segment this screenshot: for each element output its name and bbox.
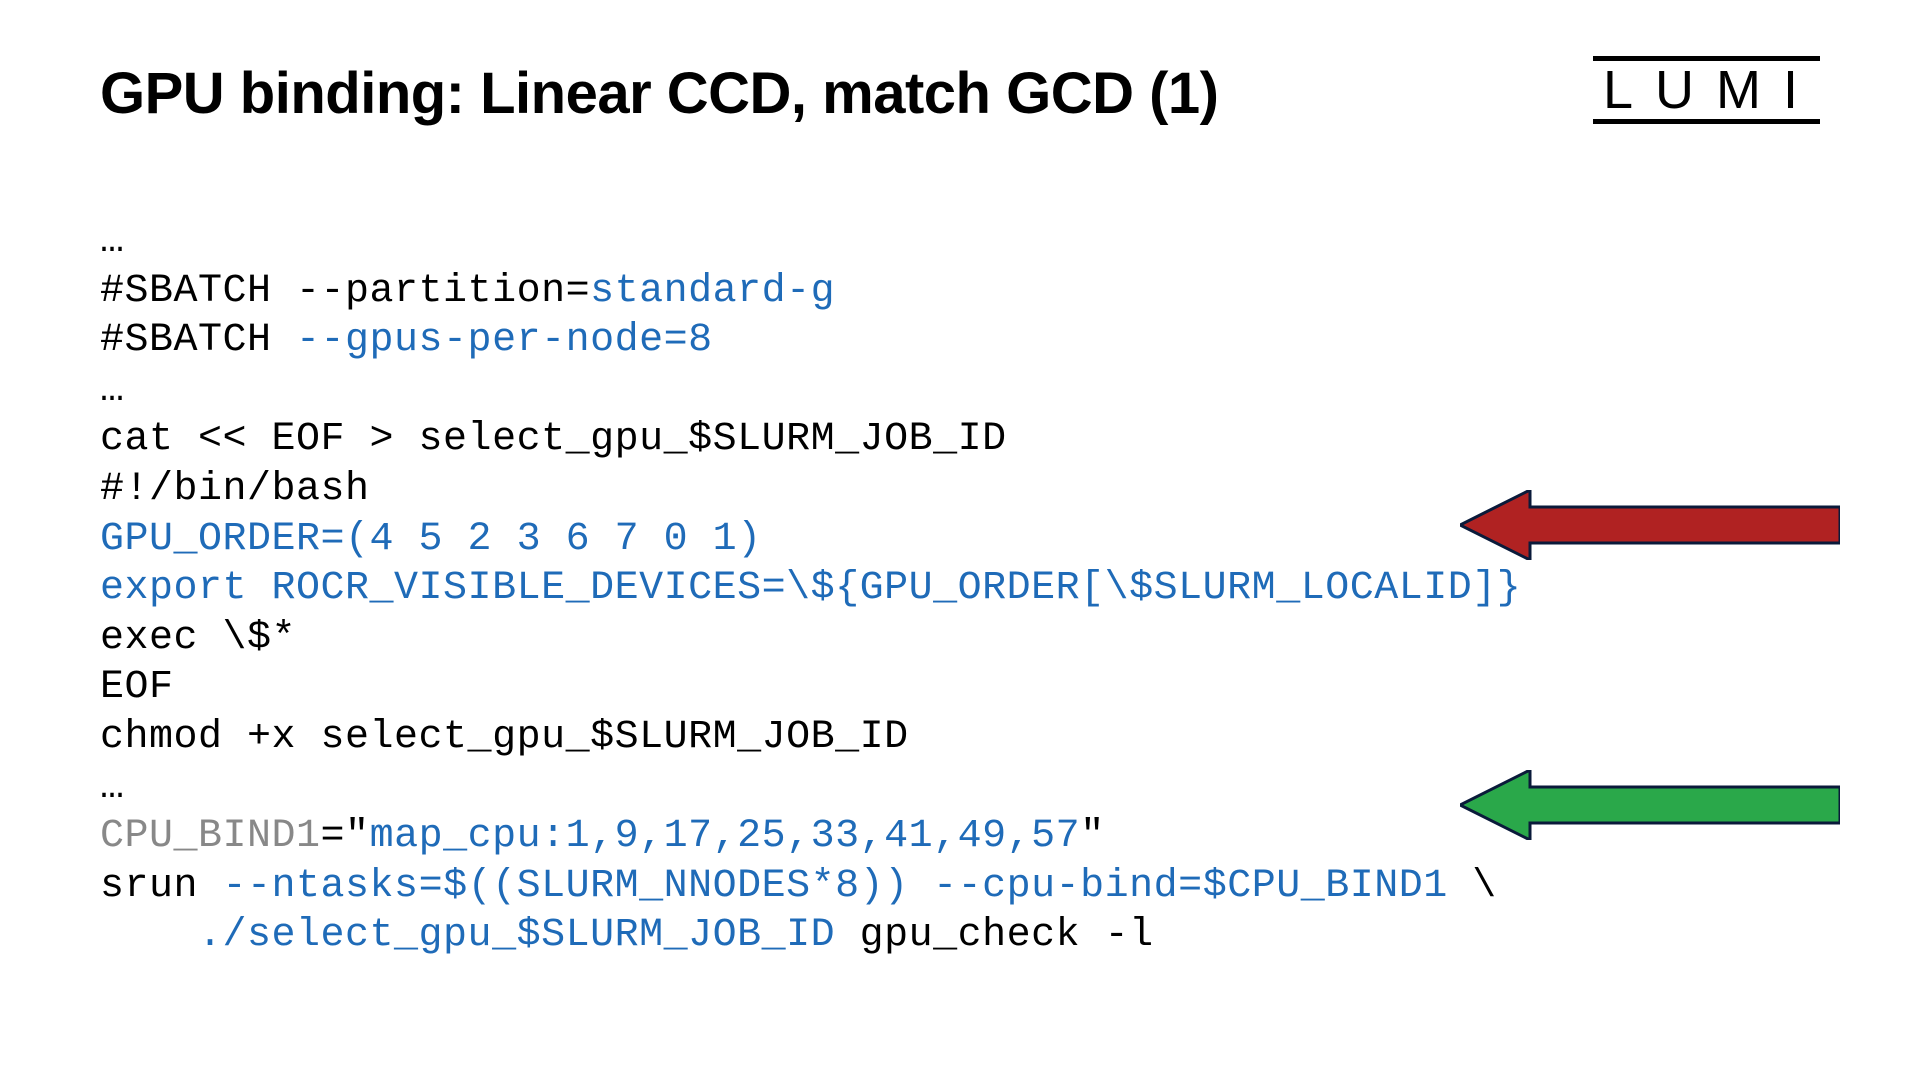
arrow-green-icon	[1460, 770, 1840, 840]
code-line: #!/bin/bash	[100, 467, 370, 512]
arrow-red-icon	[1460, 490, 1840, 560]
code-line-srun2: ./select_gpu_$SLURM_JOB_ID gpu_check -l	[100, 913, 1154, 958]
code-line: …	[100, 368, 125, 413]
code-line: …	[100, 765, 125, 810]
code-line: cat << EOF > select_gpu_$SLURM_JOB_ID	[100, 417, 1007, 462]
arrow-shape	[1460, 490, 1840, 560]
code-line-cpubind: CPU_BIND1="map_cpu:1,9,17,25,33,41,49,57…	[100, 814, 1105, 859]
code-line: EOF	[100, 665, 174, 710]
arrow-shape	[1460, 770, 1840, 840]
page-title: GPU binding: Linear CCD, match GCD (1)	[100, 60, 1820, 127]
code-line: exec \$*	[100, 616, 296, 661]
code-line-rocr: export ROCR_VISIBLE_DEVICES=\${GPU_ORDER…	[100, 566, 1521, 611]
code-line-srun: srun --ntasks=$((SLURM_NNODES*8)) --cpu-…	[100, 864, 1497, 909]
code-line: …	[100, 219, 125, 264]
code-line: #SBATCH --gpus-per-node=8	[100, 318, 713, 363]
code-line: #SBATCH --partition=standard-g	[100, 269, 835, 314]
slide: GPU binding: Linear CCD, match GCD (1) L…	[0, 0, 1920, 1080]
code-line-gpu-order: GPU_ORDER=(4 5 2 3 6 7 0 1)	[100, 517, 762, 562]
code-line: chmod +x select_gpu_$SLURM_JOB_ID	[100, 715, 909, 760]
code-block: … #SBATCH --partition=standard-g #SBATCH…	[100, 217, 1820, 961]
lumi-logo: LUMI	[1593, 56, 1820, 124]
